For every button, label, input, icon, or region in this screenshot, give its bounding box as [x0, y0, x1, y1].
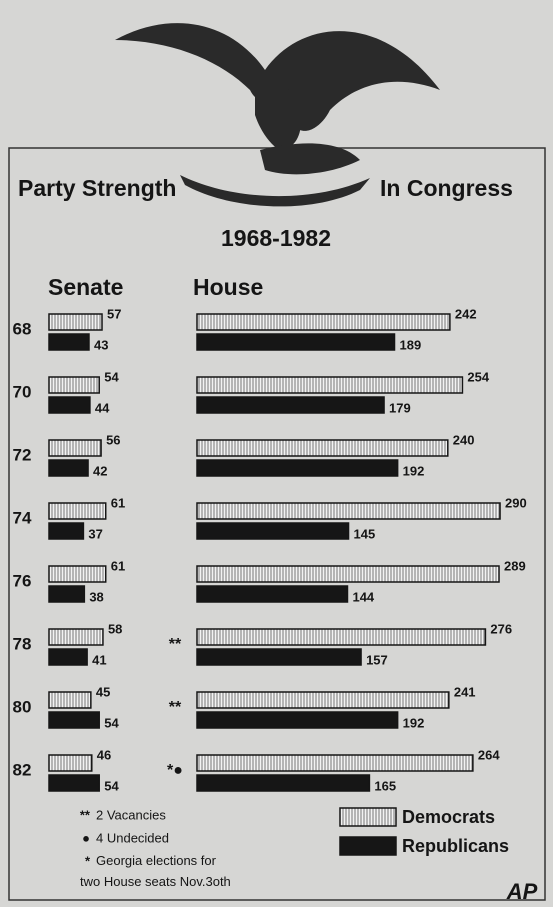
bar-republicans	[197, 397, 384, 413]
chart: Party Strength In Congress 1968-1982 Sen…	[0, 0, 553, 907]
footnote-symbol: **	[80, 807, 91, 822]
bar-democrats	[197, 629, 485, 645]
credit: AP	[506, 879, 538, 904]
value-label: 179	[389, 400, 411, 415]
value-label: 144	[352, 589, 374, 604]
category-label: 74	[13, 508, 32, 527]
footnote-text: 4 Undecided	[96, 830, 169, 845]
value-label: 240	[453, 432, 475, 447]
value-label: 290	[505, 495, 527, 510]
bar-democrats	[49, 629, 103, 645]
value-label: 54	[104, 778, 119, 793]
value-label: 45	[96, 684, 110, 699]
chart-title-right: In Congress	[380, 175, 513, 201]
chart-subtitle: 1968-1982	[221, 225, 331, 251]
legend-swatch	[340, 837, 396, 855]
bar-democrats	[49, 566, 106, 582]
value-label: 43	[94, 337, 108, 352]
category-note: **	[169, 636, 182, 653]
value-label: 58	[108, 621, 122, 636]
panel-title: House	[193, 274, 263, 300]
value-label: 46	[97, 747, 111, 762]
chart-title: Party Strength	[18, 175, 176, 201]
value-label: 38	[89, 589, 103, 604]
bar-democrats	[49, 314, 102, 330]
value-label: 44	[95, 400, 110, 415]
value-label: 165	[374, 778, 396, 793]
bar-republicans	[197, 649, 361, 665]
value-label: 192	[403, 463, 425, 478]
bar-democrats	[197, 503, 500, 519]
bar-republicans	[197, 775, 369, 791]
footnote-text: 2 Vacancies	[96, 807, 166, 822]
value-label: 157	[366, 652, 388, 667]
value-label: 254	[467, 369, 489, 384]
category-label: 70	[13, 382, 32, 401]
bar-republicans	[49, 334, 89, 350]
bar-democrats	[49, 440, 101, 456]
value-label: 54	[104, 715, 119, 730]
bar-republicans	[49, 586, 84, 602]
category-label: 68	[13, 319, 32, 338]
value-label: 61	[111, 558, 125, 573]
bar-democrats	[197, 377, 462, 393]
panel-title: Senate	[48, 274, 123, 300]
value-label: 57	[107, 306, 121, 321]
bar-republicans	[49, 649, 87, 665]
legend-label: Republicans	[402, 836, 509, 856]
legend-label: Democrats	[402, 807, 495, 827]
bar-democrats	[49, 503, 106, 519]
value-label: 189	[400, 337, 422, 352]
category-note: **	[169, 699, 182, 716]
bar-democrats	[197, 440, 448, 456]
value-label: 61	[111, 495, 125, 510]
category-label: 82	[13, 760, 32, 779]
category-label: 76	[13, 571, 32, 590]
bar-republicans	[197, 460, 398, 476]
bar-democrats	[49, 377, 99, 393]
bar-republicans	[197, 586, 347, 602]
bar-republicans	[197, 712, 398, 728]
value-label: 54	[104, 369, 119, 384]
bar-republicans	[49, 397, 90, 413]
bar-democrats	[197, 755, 473, 771]
value-label: 242	[455, 306, 477, 321]
bar-democrats	[49, 755, 92, 771]
bar-republicans	[49, 775, 99, 791]
bar-republicans	[49, 460, 88, 476]
footnote-symbol: ●	[82, 830, 90, 845]
bar-republicans	[197, 334, 395, 350]
bar-democrats	[197, 314, 450, 330]
value-label: 289	[504, 558, 526, 573]
bar-democrats	[197, 692, 449, 708]
bar-democrats	[49, 692, 91, 708]
value-label: 192	[403, 715, 425, 730]
bar-republicans	[49, 523, 83, 539]
category-label: 80	[13, 697, 32, 716]
category-label: 78	[13, 634, 32, 653]
legend-swatch	[340, 808, 396, 826]
value-label: 42	[93, 463, 107, 478]
category-note: *●	[167, 762, 183, 779]
category-label: 72	[13, 445, 32, 464]
value-label: 145	[354, 526, 376, 541]
bar-democrats	[197, 566, 499, 582]
value-label: 276	[490, 621, 512, 636]
value-label: 264	[478, 747, 500, 762]
bar-republicans	[49, 712, 99, 728]
value-label: 56	[106, 432, 120, 447]
value-label: 41	[92, 652, 106, 667]
value-label: 37	[88, 526, 102, 541]
bar-republicans	[197, 523, 349, 539]
value-label: 241	[454, 684, 476, 699]
